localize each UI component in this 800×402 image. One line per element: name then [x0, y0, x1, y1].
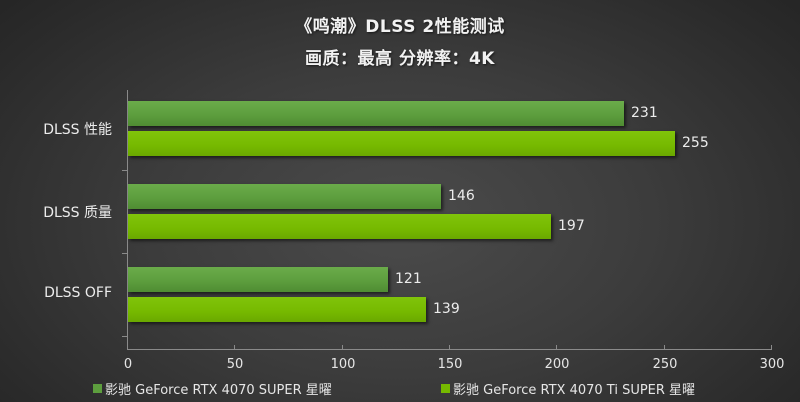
legend-swatch-icon: [93, 384, 102, 393]
data-label: 197: [558, 218, 585, 234]
data-label: 121: [395, 271, 422, 287]
legend-label: 影驰 GeForce RTX 4070 SUPER 星曜: [105, 383, 332, 398]
x-tick-label: 150: [437, 357, 463, 372]
chart-subtitle: 画质：最高 分辨率：4K: [305, 49, 495, 69]
x-axis-tick: [556, 345, 557, 350]
chart-title: 《鸣潮》DLSS 2性能测试: [295, 17, 505, 37]
category-label: DLSS OFF: [44, 285, 112, 301]
legend-item-series-2: 影驰 GeForce RTX 4070 Ti SUPER 星曜: [441, 379, 695, 398]
bar: [128, 214, 551, 239]
bar: [128, 131, 675, 156]
bar: [128, 267, 388, 292]
x-axis-tick: [342, 345, 343, 350]
y-axis-tick: [122, 170, 127, 171]
data-label: 231: [631, 105, 658, 121]
data-label: 139: [433, 301, 460, 317]
y-axis-line: [127, 90, 128, 349]
bar: [128, 184, 441, 209]
legend-label: 影驰 GeForce RTX 4070 Ti SUPER 星曜: [453, 383, 696, 398]
category-label: DLSS 质量: [43, 205, 112, 221]
category-label: DLSS 性能: [43, 122, 112, 138]
x-axis-tick: [234, 345, 235, 350]
x-axis-tick: [449, 345, 450, 350]
x-tick-label: 250: [652, 357, 678, 372]
data-label: 146: [448, 188, 475, 204]
legend-swatch-icon: [441, 384, 450, 393]
x-axis-tick: [127, 345, 128, 350]
y-axis-tick: [122, 336, 127, 337]
x-tick-label: 100: [330, 357, 356, 372]
bar: [128, 297, 426, 322]
x-axis-tick: [664, 345, 665, 350]
bar: [128, 101, 624, 126]
x-axis-tick: [771, 345, 772, 350]
y-axis-tick: [122, 253, 127, 254]
data-label: 255: [682, 135, 709, 151]
x-tick-label: 300: [759, 357, 785, 372]
x-tick-label: 200: [544, 357, 570, 372]
legend-item-series-1: 影驰 GeForce RTX 4070 SUPER 星曜: [93, 379, 332, 398]
x-tick-label: 0: [123, 357, 133, 372]
x-tick-label: 50: [226, 357, 244, 372]
